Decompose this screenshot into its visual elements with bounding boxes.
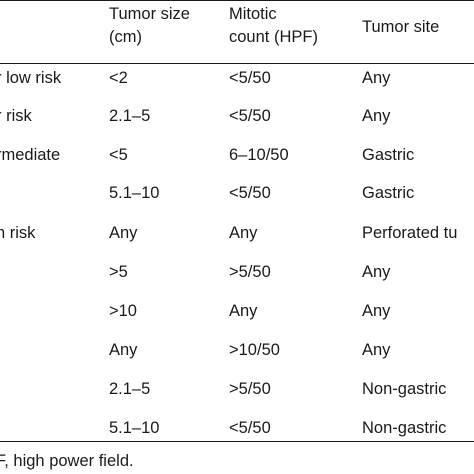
- risk-category-cell: n risk: [0, 224, 36, 242]
- mitotic-count-cell: Any: [229, 302, 258, 320]
- tumor-site-cell: Gastric: [362, 146, 415, 164]
- mitotic-count-cell: <5/50: [229, 419, 271, 437]
- tumor-site-cell: Any: [362, 263, 391, 281]
- tumor-size-cell: >10: [109, 302, 137, 320]
- header-tumor-size-line1: Tumor size: [109, 5, 190, 23]
- table-footnote: F, high power field.: [0, 452, 134, 470]
- header-mitotic-count: Mitotic count (HPF): [229, 4, 318, 47]
- tumor-site-cell: Non-gastric: [362, 380, 447, 398]
- mitotic-count-cell: <5/50: [229, 184, 271, 202]
- risk-category-cell: r risk: [0, 107, 32, 125]
- tumor-site-cell: Perforated tu: [362, 224, 458, 242]
- table-bottom-rule: [0, 441, 474, 442]
- risk-category-cell: rmediate: [0, 146, 61, 164]
- header-mitotic-count-line2: count (HPF): [229, 28, 318, 46]
- tumor-size-cell: >5: [109, 263, 128, 281]
- tumor-site-cell: Any: [362, 341, 391, 359]
- header-tumor-site-label: Tumor site: [362, 18, 440, 36]
- tumor-site-cell: Gastric: [362, 184, 415, 202]
- table-header-rule: [0, 63, 474, 64]
- tumor-size-cell: 2.1–5: [109, 107, 151, 125]
- header-tumor-site: Tumor site: [362, 17, 439, 37]
- tumor-size-cell: Any: [109, 224, 138, 242]
- tumor-size-cell: 5.1–10: [109, 184, 160, 202]
- tumor-site-cell: Any: [362, 107, 391, 125]
- header-tumor-size: Tumor size (cm): [109, 4, 190, 47]
- mitotic-count-cell: <5/50: [229, 69, 271, 87]
- risk-category-cell: r low risk: [0, 69, 62, 87]
- tumor-site-cell: Any: [362, 69, 391, 87]
- tumor-site-cell: Non-gastric: [362, 419, 447, 437]
- mitotic-count-cell: 6–10/50: [229, 146, 289, 164]
- mitotic-count-cell: >5/50: [229, 263, 271, 281]
- mitotic-count-cell: <5/50: [229, 107, 271, 125]
- tumor-size-cell: <2: [109, 69, 128, 87]
- table-top-rule: [0, 0, 474, 1]
- header-tumor-size-line2: (cm): [109, 28, 142, 46]
- tumor-size-cell: Any: [109, 341, 138, 359]
- tumor-site-cell: Any: [362, 302, 391, 320]
- tumor-size-cell: <5: [109, 146, 128, 164]
- mitotic-count-cell: >5/50: [229, 380, 271, 398]
- mitotic-count-cell: >10/50: [229, 341, 280, 359]
- tumor-size-cell: 2.1–5: [109, 380, 151, 398]
- header-mitotic-count-line1: Mitotic: [229, 5, 277, 23]
- mitotic-count-cell: Any: [229, 224, 258, 242]
- tumor-size-cell: 5.1–10: [109, 419, 160, 437]
